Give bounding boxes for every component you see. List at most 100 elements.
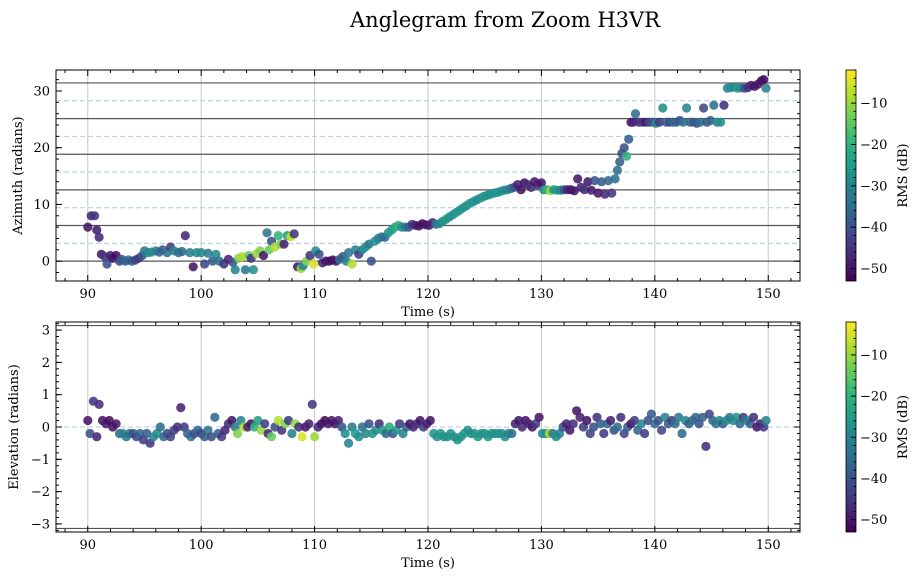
data-point [310,432,320,442]
data-point [719,100,729,110]
colorbar-label: RMS (dB) [896,395,911,459]
data-point [606,415,616,426]
x-tick-label: 150 [756,287,781,302]
data-point [610,174,620,184]
colorbar [845,69,857,282]
data-point [248,265,258,275]
figure-title: Anglegram from Zoom H3VR [349,8,661,32]
x-tick-label: 130 [529,287,554,302]
x-tick-label: 130 [529,538,554,553]
data-point [716,117,726,127]
x-tick-label: 90 [79,538,96,553]
data-point [366,256,376,266]
data-point [361,428,371,439]
data-point [640,428,650,439]
data-point [294,422,304,432]
elevation-panel: 90 100 110 120 130 140 150 3 2 1 0 −1 −2 −3 Time (s) El… [7,321,911,571]
data-point [83,415,93,426]
data-point [695,117,705,127]
data-point [569,186,579,196]
colorbar-tick-label: −20 [860,390,887,405]
data-point [92,225,102,235]
y-tick-label: 3 [42,324,50,339]
data-point [111,419,121,429]
data-point [314,249,324,259]
data-point [395,419,405,429]
y-tick-label: −3 [31,517,50,532]
data-point [761,415,771,426]
data-point [701,441,711,451]
data-point [94,399,104,409]
data-point [266,432,277,442]
colorbar-tick-label: −40 [860,221,887,236]
data-point [612,165,623,175]
data-point [658,103,668,113]
data-point [180,231,190,241]
data-point [573,174,583,184]
data-point [615,157,625,167]
y-tick-label: 10 [33,198,50,213]
data-point [678,117,688,127]
x-axis-label: Time (s) [401,305,455,320]
data-point [211,249,221,259]
data-point [260,419,270,429]
data-point [748,412,759,422]
y-tick-label: 1 [42,388,50,403]
data-point [624,134,634,144]
data-point [273,415,283,426]
data-point [654,117,665,127]
data-point [232,428,243,439]
x-tick-label: 120 [416,538,441,553]
data-point [340,428,350,439]
y-axis-label: Elevation (radians) [7,364,22,490]
data-point [674,412,684,422]
data-point [425,415,435,426]
colorbar-tick-label: −40 [860,472,887,487]
data-point [709,100,719,110]
data-point [240,265,250,275]
colorbar-tick-label: −10 [860,348,887,363]
colorbar-tick-label: −30 [860,431,887,446]
data-point [599,428,609,439]
x-tick-label: 110 [302,287,327,302]
x-tick-label: 110 [302,538,327,553]
data-point [177,246,187,257]
data-point [262,228,272,238]
data-point [534,412,544,422]
data-point [619,143,629,153]
y-tick-label: −1 [31,453,50,468]
data-point [92,432,102,442]
colorbar [845,321,857,533]
data-point [90,211,100,221]
x-tick-label: 120 [416,287,441,302]
colorbar-tick-label: −50 [860,262,887,277]
data-point [203,248,213,258]
data-point [590,176,600,186]
data-point [600,189,610,199]
y-axis-label: Azimuth (radians) [11,116,26,235]
data-point [155,422,165,432]
x-tick-label: 150 [756,538,781,553]
azimuth-panel: 90 100 110 120 130 140 150 0 10 20 30 Time (s) Azimu… [11,69,911,320]
data-point [568,419,578,429]
data-point [636,419,646,429]
data-point [289,229,299,239]
data-point [273,231,283,241]
data-point [344,438,354,448]
data-point [516,185,526,195]
data-point [682,103,692,113]
x-axis-label: Time (s) [401,556,455,571]
x-tick-label: 100 [189,538,214,553]
data-point [759,75,769,85]
y-tick-label: 2 [42,356,50,371]
data-point [596,177,607,187]
data-point [347,259,357,269]
colorbar-tick-label: −30 [860,179,887,194]
data-point [646,409,657,419]
data-point [258,250,269,261]
data-point [761,83,771,93]
x-tick-label: 140 [642,287,667,302]
data-point [83,222,93,232]
x-tick-label: 100 [189,287,214,302]
